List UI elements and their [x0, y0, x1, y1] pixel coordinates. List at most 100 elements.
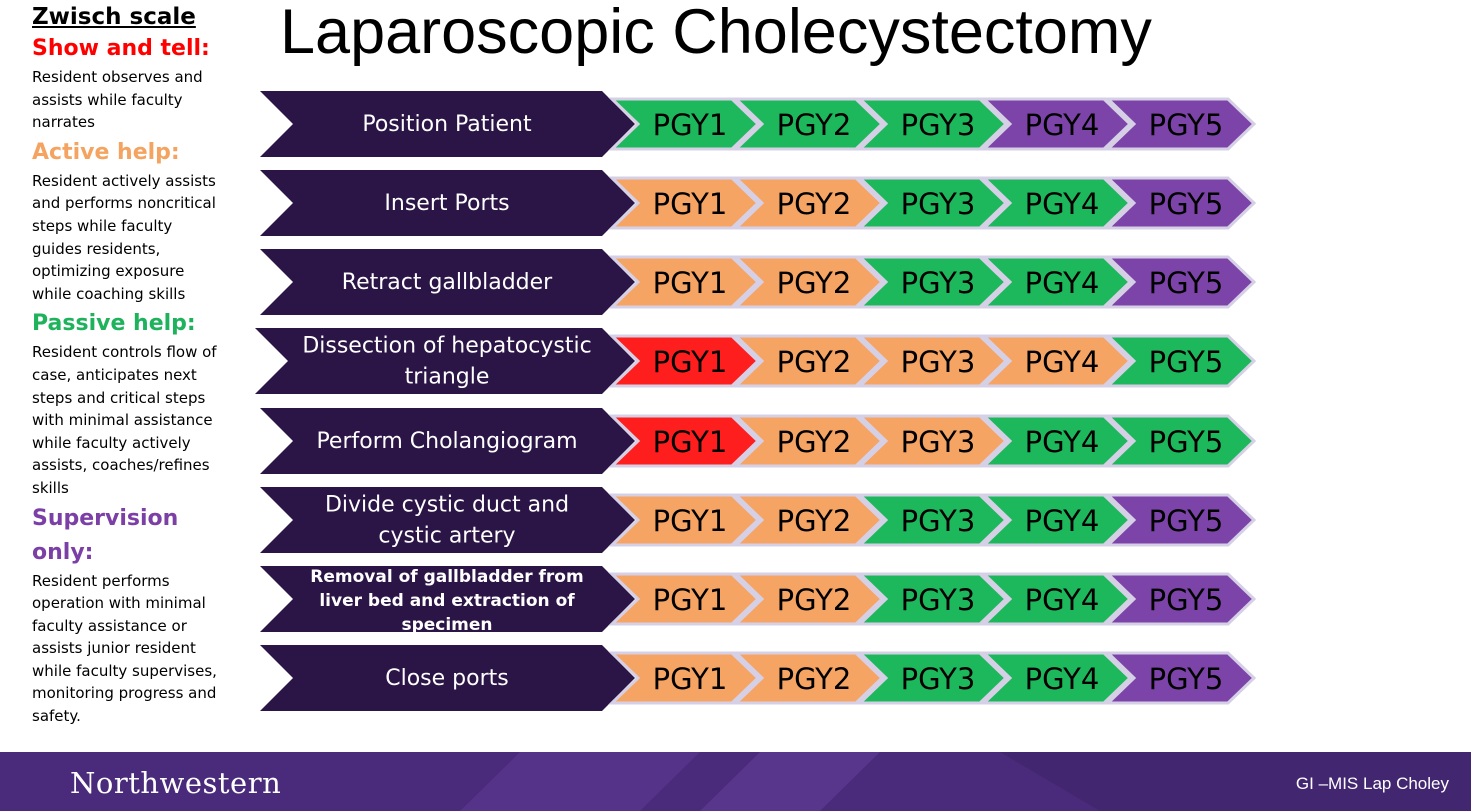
- step-label: Retract gallbladder: [342, 270, 553, 295]
- pgy-chevron-3: [856, 493, 1009, 547]
- pgy-label: PGY5: [1149, 583, 1224, 617]
- zwisch-legend: Zwisch scale Show and tell: Resident obse…: [32, 4, 232, 730]
- pgy-label: PGY4: [1025, 583, 1100, 617]
- pgy-label: PGY2: [777, 108, 852, 142]
- pgy-label: PGY1: [653, 266, 728, 300]
- pgy-chevron-4: [980, 414, 1133, 468]
- pgy-label: PGY4: [1025, 425, 1100, 459]
- pgy-label: PGY2: [777, 583, 852, 617]
- pgy-label: PGY2: [777, 187, 852, 221]
- pgy-chevron-5: [1104, 176, 1257, 230]
- step-arrow: [255, 328, 635, 394]
- pgy-chevron-2: [732, 334, 885, 388]
- page-title: Laparoscopic Cholecystectomy: [280, 0, 1152, 67]
- step-arrow: [260, 170, 635, 236]
- legend-level-supervision-title: Supervision only:: [32, 505, 179, 565]
- pgy-label: PGY4: [1025, 266, 1100, 300]
- pgy-chevron-4: [980, 255, 1133, 309]
- pgy-chevron-1: [608, 651, 761, 705]
- pgy-chevron-1: [608, 414, 761, 468]
- pgy-chevron-5: [1104, 572, 1257, 626]
- pgy-label: PGY5: [1149, 187, 1224, 221]
- pgy-chevron-1: [608, 334, 761, 388]
- footer-caption: GI –MIS Lap Choley: [1295, 774, 1449, 793]
- pgy-label: PGY3: [901, 266, 976, 300]
- step-row: Dissection of hepatocystic triangle PGY1 PG…: [255, 328, 1257, 394]
- pgy-label: PGY5: [1149, 266, 1224, 300]
- pgy-chevron-2: [732, 493, 885, 547]
- step-row: Close ports PGY1 PGY2 PGY3 PGY4 PGY5: [260, 645, 1257, 711]
- pgy-chevron-1: [608, 255, 761, 309]
- pgy-chevron-4: [980, 97, 1133, 151]
- pgy-chevron-5: [1104, 255, 1257, 309]
- legend-level-show-desc: Resident observes and assists while facu…: [32, 68, 203, 132]
- pgy-label: PGY2: [777, 425, 852, 459]
- legend-level-active-title: Active help:: [32, 139, 180, 165]
- pgy-chevron-2: [732, 97, 885, 151]
- step-label: Perform Cholangiogram: [316, 429, 577, 454]
- step-arrow: [260, 645, 635, 711]
- pgy-chevron-4: [980, 334, 1133, 388]
- pgy-chevron-2: [732, 414, 885, 468]
- footer-decoration: [460, 752, 1471, 811]
- step-row: Retract gallbladder PGY1 PGY2 PGY3 PGY4 PGY5: [260, 249, 1257, 315]
- pgy-label: PGY1: [653, 504, 728, 538]
- pgy-label: PGY2: [777, 504, 852, 538]
- pgy-label: PGY1: [653, 187, 728, 221]
- step-arrow: [260, 566, 635, 632]
- pgy-label: PGY2: [777, 266, 852, 300]
- pgy-chevron-3: [856, 651, 1009, 705]
- pgy-label: PGY5: [1149, 345, 1224, 379]
- step-row: Position Patient PGY1 PGY2 PGY3 PGY4 PGY5: [260, 91, 1257, 157]
- pgy-chevron-4: [980, 572, 1133, 626]
- pgy-label: PGY4: [1025, 187, 1100, 221]
- pgy-label: PGY2: [777, 662, 852, 696]
- pgy-chevron-5: [1104, 97, 1257, 151]
- pgy-chevron-2: [732, 176, 885, 230]
- step-label: Close ports: [385, 666, 508, 691]
- pgy-label: PGY3: [901, 108, 976, 142]
- pgy-label: PGY3: [901, 662, 976, 696]
- pgy-chevron-1: [608, 572, 761, 626]
- legend-level-supervision-desc: Resident performs operation with minimal…: [32, 571, 217, 726]
- pgy-chevron-3: [856, 414, 1009, 468]
- pgy-chevron-2: [732, 572, 885, 626]
- pgy-label: PGY5: [1149, 108, 1224, 142]
- pgy-label: PGY5: [1149, 425, 1224, 459]
- pgy-chevron-3: [856, 572, 1009, 626]
- pgy-chevron-5: [1104, 414, 1257, 468]
- step-row: Perform Cholangiogram PGY1 PGY2 PGY3 PGY4 PGY…: [260, 408, 1257, 474]
- step-arrow: [260, 91, 635, 157]
- pgy-label: PGY3: [901, 187, 976, 221]
- step-label: Insert Ports: [384, 191, 509, 216]
- pgy-label: PGY5: [1149, 662, 1224, 696]
- step-label: Dissection of hepatocystic triangle: [302, 334, 591, 390]
- step-row: Divide cystic duct and cystic artery PGY1 P…: [260, 487, 1257, 553]
- step-label: Removal of gallbladder from liver bed and…: [310, 567, 583, 635]
- pgy-chevron-3: [856, 97, 1009, 151]
- pgy-label: PGY3: [901, 425, 976, 459]
- pgy-label: PGY1: [653, 662, 728, 696]
- pgy-chevron-5: [1104, 493, 1257, 547]
- pgy-chevron-4: [980, 493, 1133, 547]
- pgy-chevron-4: [980, 176, 1133, 230]
- pgy-chevron-5: [1104, 334, 1257, 388]
- pgy-label: PGY2: [777, 345, 852, 379]
- pgy-label: PGY3: [901, 345, 976, 379]
- pgy-label: PGY3: [901, 504, 976, 538]
- pgy-chevron-3: [856, 176, 1009, 230]
- step-arrow: [260, 408, 635, 474]
- step-arrow: [260, 487, 635, 553]
- step-arrow: [260, 249, 635, 315]
- pgy-label: PGY1: [653, 425, 728, 459]
- pgy-chevron-1: [608, 176, 761, 230]
- pgy-chevron-3: [856, 334, 1009, 388]
- pgy-label: PGY4: [1025, 345, 1100, 379]
- step-row: Removal of gallbladder from liver bed and…: [260, 566, 1257, 635]
- pgy-chevron-3: [856, 255, 1009, 309]
- pgy-label: PGY4: [1025, 662, 1100, 696]
- step-label: Divide cystic duct and cystic artery: [325, 493, 569, 549]
- pgy-chevron-2: [732, 651, 885, 705]
- pgy-chevron-1: [608, 493, 761, 547]
- legend-level-show-title: Show and tell:: [32, 36, 210, 61]
